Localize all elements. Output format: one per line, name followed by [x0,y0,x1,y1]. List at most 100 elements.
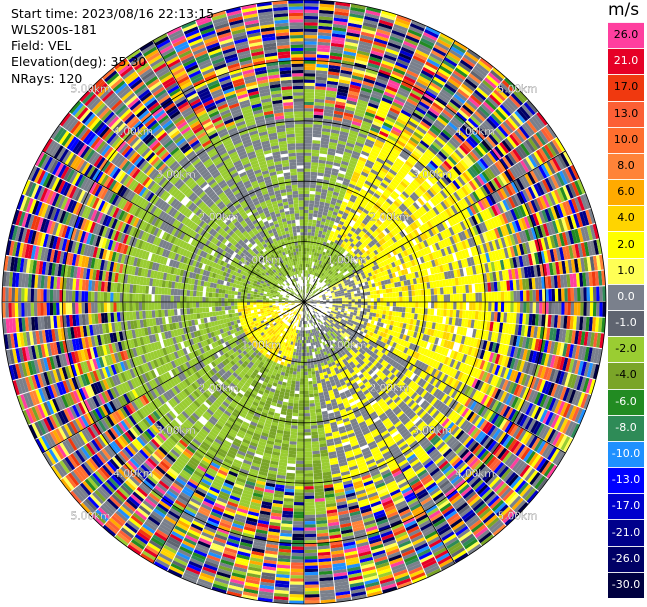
velocity-gate [397,136,408,145]
velocity-gate [324,106,335,111]
velocity-gate [366,222,372,229]
velocity-gate [589,286,594,302]
velocity-gate [330,276,334,280]
velocity-gate [321,128,331,133]
velocity-gate [434,119,446,129]
velocity-gate [418,185,427,194]
velocity-gate [321,286,325,289]
velocity-gate [357,135,367,142]
velocity-gate [392,297,397,302]
velocity-gate [370,93,382,100]
velocity-gate [306,289,308,293]
velocity-gate [409,23,425,32]
velocity-gate [315,255,319,260]
velocity-gate [428,84,441,94]
velocity-gate [311,152,320,157]
velocity-gate [440,131,451,141]
velocity-gate [313,210,319,214]
velocity-gate [328,275,333,279]
velocity-gate [347,292,352,295]
velocity-gate [358,205,365,212]
velocity-gate [466,48,481,60]
velocity-gate [350,81,362,87]
velocity-gate [368,59,381,66]
velocity-gate [592,302,597,317]
velocity-gate [336,226,342,232]
velocity-gate [329,271,334,275]
velocity-gate [339,131,349,136]
velocity-gate [317,48,330,53]
velocity-gate [320,143,329,149]
velocity-gate [389,150,399,158]
velocity-gate [504,291,508,302]
velocity-gate [348,299,352,302]
velocity-gate [312,271,316,276]
velocity-gate [315,188,322,193]
velocity-gate [319,3,335,8]
velocity-gate [304,41,317,45]
velocity-gate [315,76,327,81]
velocity-gate [324,271,328,275]
velocity-gate [322,228,328,233]
velocity-gate [388,39,403,47]
velocity-gate [315,83,327,87]
velocity-gate [312,268,315,272]
velocity-gate [304,57,316,61]
velocity-gate [378,22,393,30]
velocity-gate [317,210,323,215]
velocity-gate [474,89,487,101]
velocity-gate [325,295,329,298]
velocity-gate [314,259,318,263]
velocity-gate [318,267,322,271]
velocity-gate [312,304,317,307]
velocity-gate [384,188,392,196]
velocity-gate [312,248,316,253]
velocity-gate [443,287,447,295]
velocity-gate [403,210,410,218]
velocity-gate [457,129,468,140]
velocity-gate [304,244,307,248]
velocity-gate [401,150,410,158]
velocity-gate [407,196,415,204]
velocity-gate [426,58,440,68]
velocity-gate [435,96,448,107]
velocity-gate [373,41,387,48]
velocity-gate [357,47,371,54]
velocity-gate [350,156,359,163]
velocity-gate [312,130,322,135]
velocity-gate [342,118,352,124]
velocity-gate [304,168,311,172]
velocity-gate [314,102,325,106]
velocity-gate [463,122,475,133]
velocity-gate [319,13,334,18]
velocity-gate [439,91,451,101]
velocity-gate [306,320,308,325]
velocity-gate [356,208,363,214]
velocity-gate [469,302,473,311]
velocity-gate [442,109,454,119]
velocity-gate [476,87,489,99]
velocity-gate [331,197,338,203]
velocity-gate [399,302,403,307]
velocity-gate [308,270,311,274]
velocity-gate [366,105,378,112]
velocity-gate [489,94,502,106]
velocity-gate [364,194,372,201]
velocity-gate [354,62,367,69]
velocity-gate [324,235,329,240]
velocity-gate [358,299,362,302]
velocity-gate [308,295,312,298]
velocity-gate [304,260,306,264]
velocity-gate [446,141,457,151]
velocity-gate [340,66,353,72]
velocity-gate [355,242,360,248]
velocity-gate [419,40,434,50]
velocity-gate [380,149,390,156]
velocity-gate [316,178,323,183]
velocity-gate [308,277,311,281]
velocity-gate [362,197,370,204]
velocity-gate [586,302,591,317]
velocity-gate [404,144,414,153]
velocity-gate [333,208,339,213]
velocity-gate [329,135,339,141]
